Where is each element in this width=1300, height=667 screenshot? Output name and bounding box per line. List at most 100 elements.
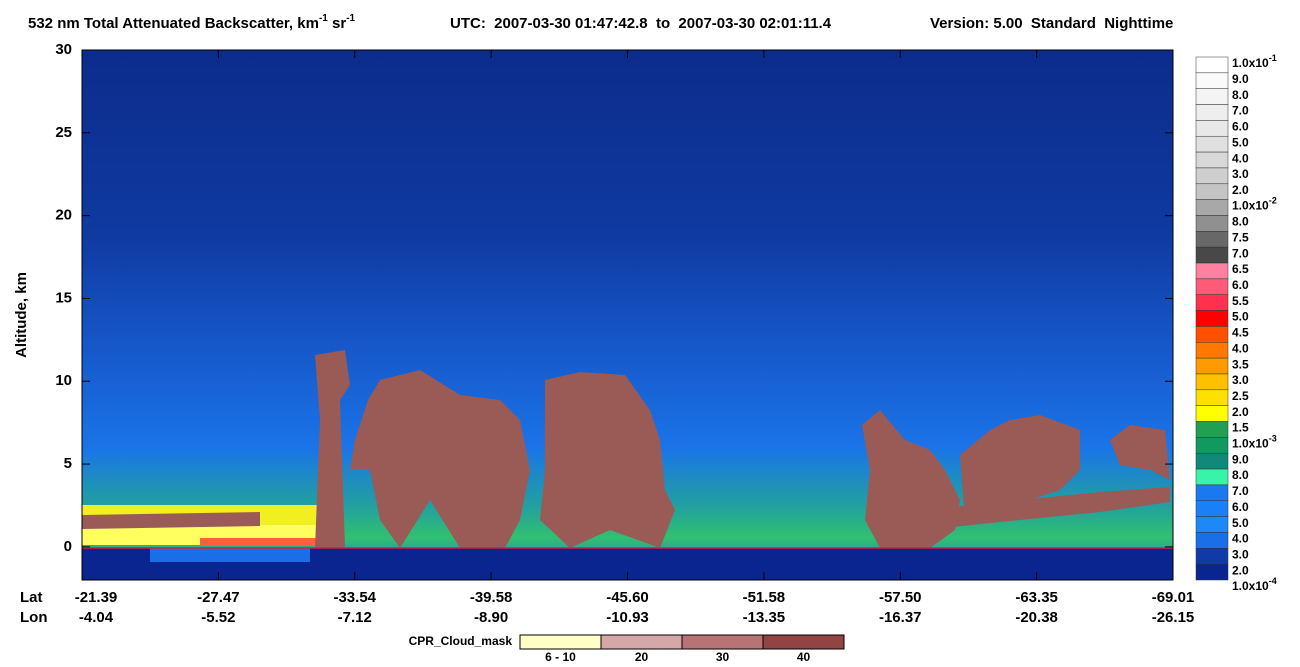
x-tick-label: -8.90 — [474, 609, 508, 626]
colorbar-swatch — [1195, 326, 1229, 343]
colorbar-label-base: 1.0x10 — [1232, 199, 1269, 213]
colorbar-swatch — [1195, 199, 1229, 216]
colorbar-swatch — [1195, 421, 1229, 438]
colorbar-swatch — [1195, 357, 1229, 375]
cpr-legend-swatch — [762, 634, 845, 650]
colorbar-label: 5.0 — [1232, 135, 1249, 149]
cpr-legend-label: 30 — [716, 650, 730, 664]
colorbar-label: 3.5 — [1232, 357, 1249, 371]
colorbar-swatch — [1195, 246, 1229, 264]
colorbar-label: 4.5 — [1232, 326, 1249, 340]
colorbar-label: 9.0 — [1232, 452, 1249, 466]
x-tick-label: -45.60 — [606, 589, 649, 606]
colorbar-label: 1.5 — [1232, 421, 1249, 435]
colorbar-label-exp: -1 — [1269, 53, 1277, 63]
colorbar-swatch — [1195, 405, 1229, 422]
colorbar-swatch — [1195, 500, 1229, 517]
x-tick-label: -39.58 — [470, 589, 513, 606]
colorbar-label: 6.0 — [1232, 278, 1249, 292]
version: Version: 5.00 Standard Nighttime — [930, 15, 1173, 32]
y-tick-label: 20 — [55, 207, 72, 224]
colorbar-label: 6.0 — [1232, 500, 1249, 514]
cpr-legend-label: 20 — [635, 650, 649, 664]
colorbar-swatch — [1195, 231, 1229, 248]
colorbar-swatch — [1195, 88, 1229, 105]
colorbar-label-exp: -2 — [1269, 196, 1277, 206]
title-superscript: -1 — [319, 13, 328, 24]
cpr-legend-swatch — [600, 634, 683, 650]
colorbar-label: 8.0 — [1232, 215, 1249, 229]
colorbar-label: 2.5 — [1232, 389, 1249, 403]
colorbar-label: 1.0x10-3 — [1232, 434, 1277, 451]
x-tick-label: -69.01 — [1152, 589, 1195, 606]
colorbar-swatch — [1195, 104, 1229, 121]
y-tick-label: 25 — [55, 124, 72, 141]
colorbar-swatch — [1195, 452, 1229, 470]
title-superscript: -1 — [346, 13, 355, 24]
colorbar-swatch — [1195, 278, 1229, 295]
colorbar-swatch — [1195, 389, 1229, 406]
y-tick-label: 0 — [64, 538, 72, 555]
y-tick-label: 10 — [55, 372, 72, 389]
x-tick-label: -26.15 — [1152, 609, 1195, 626]
colorbar-label: 6.5 — [1232, 262, 1249, 276]
colorbar-swatch — [1195, 484, 1229, 502]
x-tick-label: -33.54 — [333, 589, 376, 606]
x-tick-label: -63.35 — [1015, 589, 1058, 606]
cpr-legend-title: CPR_Cloud_mask — [409, 634, 513, 648]
backscatter-image — [82, 50, 1173, 580]
y-tick-label: 15 — [55, 289, 72, 306]
x-tick-label: -20.38 — [1015, 609, 1058, 626]
y-tick-label: 30 — [55, 41, 72, 58]
colorbar-swatch — [1195, 215, 1229, 232]
colorbar-swatch — [1195, 342, 1229, 359]
colorbar-label: 1.0x10-1 — [1232, 53, 1277, 70]
colorbar-label-exp: -3 — [1269, 434, 1277, 444]
x-tick-label: -57.50 — [879, 589, 922, 606]
colorbar-label-exp: -4 — [1269, 576, 1277, 586]
y-tick-label: 5 — [64, 455, 72, 472]
colorbar-swatch — [1195, 548, 1229, 565]
cpr-legend-swatch — [681, 634, 764, 650]
x-axis-name: Lat — [20, 589, 43, 606]
y-axis-label: Altitude, km — [13, 272, 30, 358]
title-part: 532 nm Total Attenuated Backscatter, km — [28, 15, 319, 32]
colorbar-swatch — [1195, 262, 1229, 280]
colorbar-label: 7.5 — [1232, 231, 1249, 245]
colorbar-label: 4.0 — [1232, 341, 1249, 355]
colorbar-swatch — [1195, 183, 1229, 200]
colorbar-label: 4.0 — [1232, 532, 1249, 546]
colorbar-label: 8.0 — [1232, 468, 1249, 482]
colorbar-label: 3.0 — [1232, 547, 1249, 561]
x-tick-label: -7.12 — [338, 609, 372, 626]
colorbar-label: 8.0 — [1232, 88, 1249, 102]
x-tick-label: -16.37 — [879, 609, 922, 626]
colorbar-label: 3.0 — [1232, 167, 1249, 181]
colorbar-swatch — [1195, 120, 1229, 137]
colorbar-swatch — [1195, 294, 1229, 311]
colorbar-swatch — [1195, 151, 1229, 169]
colorbar-label: 2.0 — [1232, 563, 1249, 577]
title-part: sr — [328, 15, 347, 32]
colorbar-label: 9.0 — [1232, 72, 1249, 86]
colorbar-label: 3.0 — [1232, 373, 1249, 387]
colorbar-label: 7.0 — [1232, 246, 1249, 260]
colorbar-label: 2.0 — [1232, 183, 1249, 197]
colorbar-swatch — [1195, 135, 1229, 153]
time-range: UTC: 2007-03-30 01:47:42.8 to 2007-03-30… — [450, 15, 832, 32]
cpr-legend-label: 6 - 10 — [545, 650, 576, 664]
x-axis-name: Lon — [20, 609, 48, 626]
x-tick-label: -21.39 — [75, 589, 118, 606]
colorbar-label: 2.0 — [1232, 405, 1249, 419]
colorbar-label: 5.0 — [1232, 516, 1249, 530]
colorbar-label-base: 1.0x10 — [1232, 56, 1269, 70]
chart-title: 532 nm Total Attenuated Backscatter, km-… — [28, 13, 356, 32]
colorbar-label: 4.0 — [1232, 151, 1249, 165]
x-tick-label: -13.35 — [743, 609, 786, 626]
colorbar-label: 7.0 — [1232, 484, 1249, 498]
colorbar-swatch — [1195, 373, 1229, 391]
colorbar-swatch — [1195, 72, 1229, 89]
colorbar-label: 1.0x10-4 — [1232, 576, 1277, 593]
colorbar-label-base: 1.0x10 — [1232, 579, 1269, 593]
